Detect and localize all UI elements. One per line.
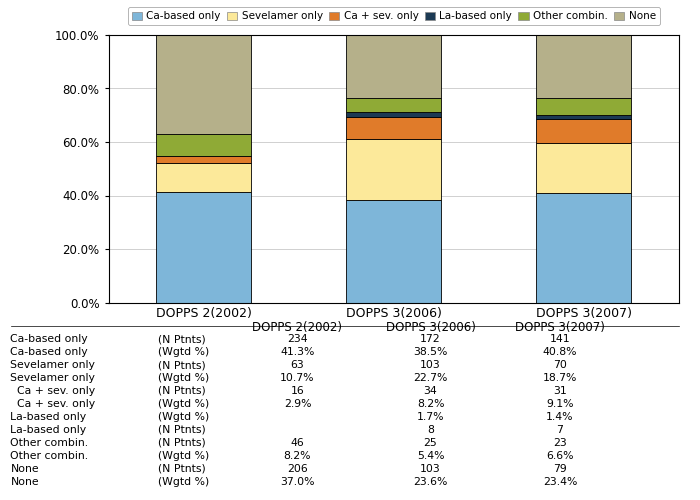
Text: 2.9%: 2.9% (284, 399, 312, 409)
Text: (Wgtd %): (Wgtd %) (158, 373, 209, 383)
Bar (536, 35, 631, 98)
Text: (N Ptnts): (N Ptnts) (158, 425, 205, 435)
Bar (346, 139, 441, 200)
Text: Ca + sev. only: Ca + sev. only (10, 386, 96, 396)
Text: 234: 234 (287, 334, 308, 344)
Text: (N Ptnts): (N Ptnts) (158, 386, 205, 396)
Text: 1.7%: 1.7% (416, 412, 444, 422)
Text: Sevelamer only: Sevelamer only (10, 360, 95, 370)
Text: 9.1%: 9.1% (546, 399, 574, 409)
Text: None: None (10, 464, 39, 473)
Bar (346, 98, 441, 112)
Bar (156, 156, 251, 164)
Bar (536, 98, 631, 116)
Text: DOPPS 2(2002): DOPPS 2(2002) (253, 320, 342, 334)
Bar (156, 192, 251, 302)
Text: (Wgtd %): (Wgtd %) (158, 412, 209, 422)
Text: 7: 7 (556, 425, 564, 435)
Text: (N Ptnts): (N Ptnts) (158, 360, 205, 370)
Text: Other combin.: Other combin. (10, 450, 89, 460)
Text: 25: 25 (424, 438, 438, 448)
Text: 37.0%: 37.0% (280, 476, 315, 486)
Bar (156, 164, 251, 192)
Text: 34: 34 (424, 386, 438, 396)
Text: 8: 8 (427, 425, 434, 435)
Text: 8.2%: 8.2% (284, 450, 312, 460)
Text: (Wgtd %): (Wgtd %) (158, 450, 209, 460)
Text: 79: 79 (553, 464, 567, 473)
Text: (N Ptnts): (N Ptnts) (158, 334, 205, 344)
Bar (346, 34, 441, 98)
Text: None: None (10, 476, 39, 486)
Bar (536, 144, 631, 194)
Bar (536, 119, 631, 144)
Text: (Wgtd %): (Wgtd %) (158, 399, 209, 409)
Bar (346, 112, 441, 117)
Text: (Wgtd %): (Wgtd %) (158, 476, 209, 486)
Text: 10.7%: 10.7% (280, 373, 315, 383)
Text: 41.3%: 41.3% (280, 347, 315, 357)
Text: 16: 16 (290, 386, 304, 396)
Bar (536, 116, 631, 119)
Text: 5.4%: 5.4% (416, 450, 444, 460)
Text: Ca-based only: Ca-based only (10, 334, 88, 344)
Bar (536, 194, 631, 302)
Text: 22.7%: 22.7% (413, 373, 448, 383)
Text: 103: 103 (420, 464, 441, 473)
Legend: Ca-based only, Sevelamer only, Ca + sev. only, La-based only, Other combin., Non: Ca-based only, Sevelamer only, Ca + sev.… (127, 7, 660, 26)
Text: 23.6%: 23.6% (413, 476, 448, 486)
Text: (N Ptnts): (N Ptnts) (158, 464, 205, 473)
Text: 63: 63 (290, 360, 304, 370)
Text: 103: 103 (420, 360, 441, 370)
Bar (346, 200, 441, 302)
Bar (156, 134, 251, 156)
Bar (346, 117, 441, 139)
Text: 6.6%: 6.6% (546, 450, 574, 460)
Text: La-based only: La-based only (10, 425, 87, 435)
Text: 141: 141 (550, 334, 570, 344)
Text: 23: 23 (553, 438, 567, 448)
Text: 31: 31 (553, 386, 567, 396)
Text: 38.5%: 38.5% (413, 347, 448, 357)
Text: 23.4%: 23.4% (542, 476, 578, 486)
Text: 8.2%: 8.2% (416, 399, 444, 409)
Bar (156, 34, 251, 134)
Text: Ca-based only: Ca-based only (10, 347, 88, 357)
Text: (N Ptnts): (N Ptnts) (158, 438, 205, 448)
Text: 172: 172 (420, 334, 441, 344)
Text: La-based only: La-based only (10, 412, 87, 422)
Text: 40.8%: 40.8% (542, 347, 578, 357)
Text: 206: 206 (287, 464, 308, 473)
Text: 1.4%: 1.4% (546, 412, 574, 422)
Text: 70: 70 (553, 360, 567, 370)
Text: 46: 46 (290, 438, 304, 448)
Text: 18.7%: 18.7% (542, 373, 578, 383)
Text: Ca + sev. only: Ca + sev. only (10, 399, 96, 409)
Text: DOPPS 3(2007): DOPPS 3(2007) (515, 320, 605, 334)
Text: DOPPS 3(2006): DOPPS 3(2006) (386, 320, 475, 334)
Text: Sevelamer only: Sevelamer only (10, 373, 95, 383)
Text: (Wgtd %): (Wgtd %) (158, 347, 209, 357)
Text: Other combin.: Other combin. (10, 438, 89, 448)
